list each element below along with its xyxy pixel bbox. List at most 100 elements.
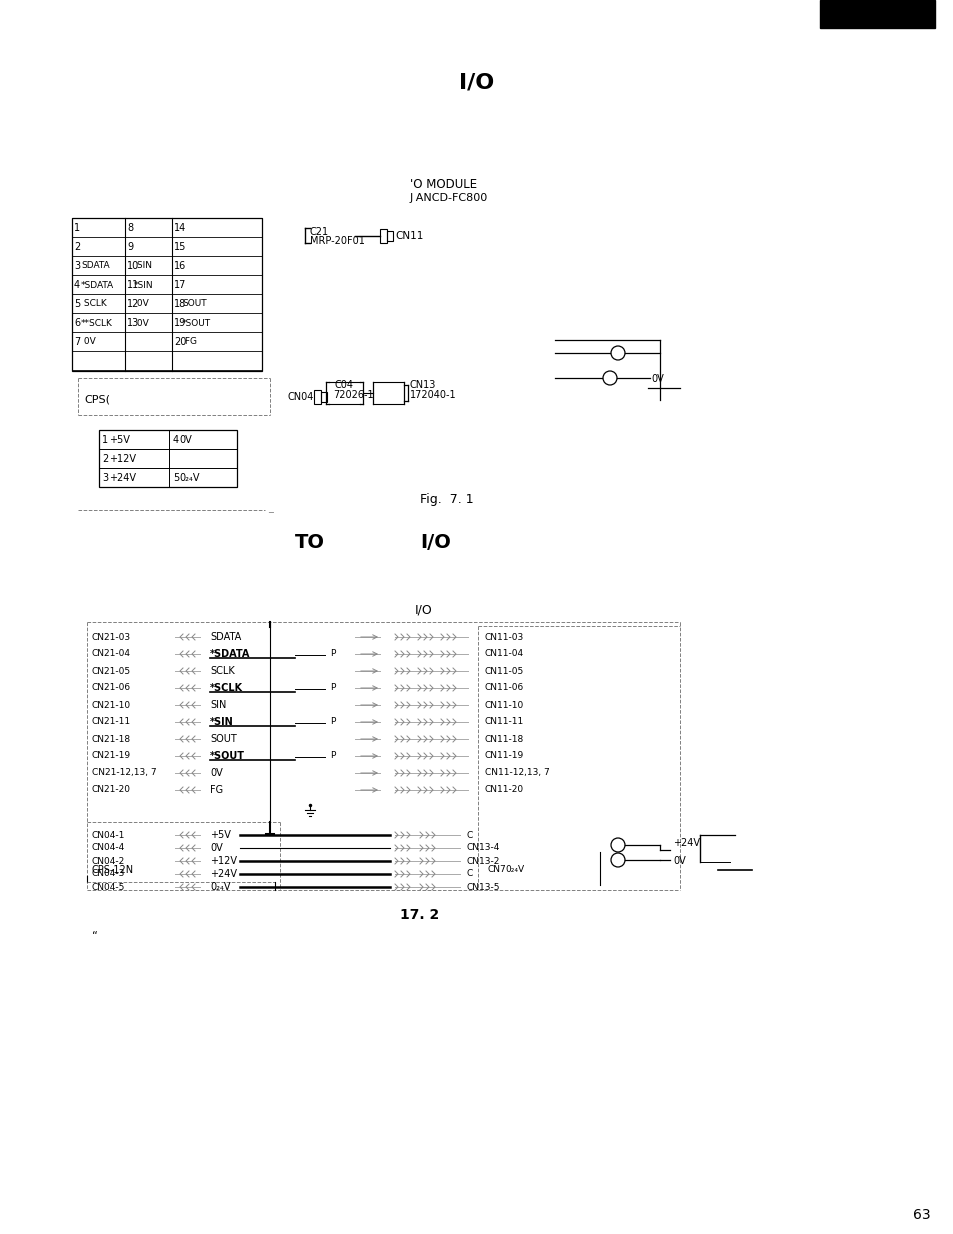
Text: 19: 19 [173,318,186,328]
Text: 0V: 0V [650,374,663,384]
Text: CN21-04: CN21-04 [91,649,131,659]
Text: 17: 17 [173,280,186,290]
Text: +24V: +24V [109,473,136,482]
Text: 17. 2: 17. 2 [399,908,438,922]
Text: CN21-10: CN21-10 [91,701,131,710]
Text: 11: 11 [127,280,139,290]
Bar [820,0,934,28]
Text: 0V: 0V [133,300,149,308]
Text: SDATA: SDATA [81,262,110,270]
Text: 10: 10 [127,262,139,271]
Text: 3: 3 [74,262,80,271]
Text: P: P [330,649,335,659]
Text: “: “ [91,930,98,940]
Text: *SIN: *SIN [133,280,153,290]
Text: 15: 15 [173,242,186,252]
Bar [387,231,393,241]
Text: CN13-5: CN13-5 [467,882,500,891]
Text: CN13: CN13 [410,380,436,390]
Text: CN11-06: CN11-06 [484,684,524,692]
Text: 'O MODULE: 'O MODULE [410,179,476,191]
Text: CN21-03: CN21-03 [91,633,131,642]
Text: 12: 12 [127,299,139,308]
Text: **SCLK: **SCLK [81,318,112,327]
Text: CPS-12N: CPS-12N [91,865,134,875]
Text: +12V: +12V [210,856,236,866]
Text: 4: 4 [172,436,179,445]
Text: CN04: CN04 [288,392,314,402]
Text: SIN: SIN [210,700,226,710]
Text: *SIN: *SIN [210,717,233,727]
Text: CN04-4: CN04-4 [91,844,125,853]
Text: 13: 13 [127,318,139,328]
Text: CN04-2: CN04-2 [91,856,125,865]
Text: 0V: 0V [210,768,222,777]
Text: 0V: 0V [672,856,685,866]
Text: 2: 2 [102,454,108,464]
Text: CN11-03: CN11-03 [484,633,524,642]
Text: +12V: +12V [109,454,136,464]
Text: +5V: +5V [210,830,231,840]
Text: CN21-06: CN21-06 [91,684,131,692]
Text: *SOUT: *SOUT [210,752,245,761]
Text: I/O: I/O [415,603,433,617]
Text: CN21-18: CN21-18 [91,734,131,744]
Text: SCLK: SCLK [81,300,107,308]
Text: 0₂₄V: 0₂₄V [179,473,199,482]
Text: 7: 7 [74,337,80,347]
Text: 72026-1: 72026-1 [333,390,374,400]
Bar [379,230,387,243]
Text: CN11-19: CN11-19 [484,752,524,760]
Text: CN21-20: CN21-20 [91,786,131,795]
Text: CN11-05: CN11-05 [484,666,524,675]
Text: CN11-04: CN11-04 [484,649,523,659]
Text: CN04-3: CN04-3 [91,870,125,879]
Text: 6: 6 [74,318,80,328]
Text: CN11-12,13, 7: CN11-12,13, 7 [484,769,549,777]
Text: 20: 20 [173,337,186,347]
Text: CN7: CN7 [488,865,506,875]
Text: CN21-12,13, 7: CN21-12,13, 7 [91,769,156,777]
Text: P: P [330,717,335,727]
Text: CN04-1: CN04-1 [91,830,125,839]
Text: 1: 1 [74,223,80,233]
Text: 1: 1 [102,436,108,445]
Text: *SDATA: *SDATA [210,649,250,659]
Bar [71,218,262,371]
Text: 5: 5 [172,473,179,482]
Text: MRP-20F01: MRP-20F01 [310,236,364,246]
Text: J ANCD-FC800: J ANCD-FC800 [410,193,488,204]
Text: 0₂₄V: 0₂₄V [210,882,231,892]
Text: 8: 8 [127,223,133,233]
Text: CN21-05: CN21-05 [91,666,131,675]
Text: 0V: 0V [179,436,192,445]
Text: 63: 63 [912,1208,929,1222]
Text: SOUT: SOUT [182,300,207,308]
Text: *SCLK: *SCLK [210,682,243,694]
Text: C21: C21 [310,227,329,237]
Bar [99,429,236,487]
Bar [314,390,320,404]
Text: *SOUT: *SOUT [182,318,211,327]
Text: 5: 5 [74,299,80,308]
Text: SOUT: SOUT [210,734,236,744]
Text: C: C [467,870,473,879]
Text: CN21-11: CN21-11 [91,717,131,727]
Text: 18: 18 [173,299,186,308]
Text: 0₂₄V: 0₂₄V [504,865,523,875]
Text: I/O: I/O [459,73,494,93]
Text: C04: C04 [335,380,354,390]
Text: CN13-4: CN13-4 [467,844,500,853]
Text: 14: 14 [173,223,186,233]
Text: +24V: +24V [672,838,700,848]
Bar [320,392,327,402]
Text: 0V: 0V [133,318,149,327]
Text: *SDATA: *SDATA [81,280,114,290]
Text: 172040-1: 172040-1 [410,390,456,400]
Text: 3: 3 [102,473,108,482]
Text: CN13-2: CN13-2 [467,856,500,865]
Text: 16: 16 [173,262,186,271]
Text: P: P [330,684,335,692]
Text: CN11-10: CN11-10 [484,701,524,710]
Text: Fig.  7. 1: Fig. 7. 1 [419,494,473,506]
